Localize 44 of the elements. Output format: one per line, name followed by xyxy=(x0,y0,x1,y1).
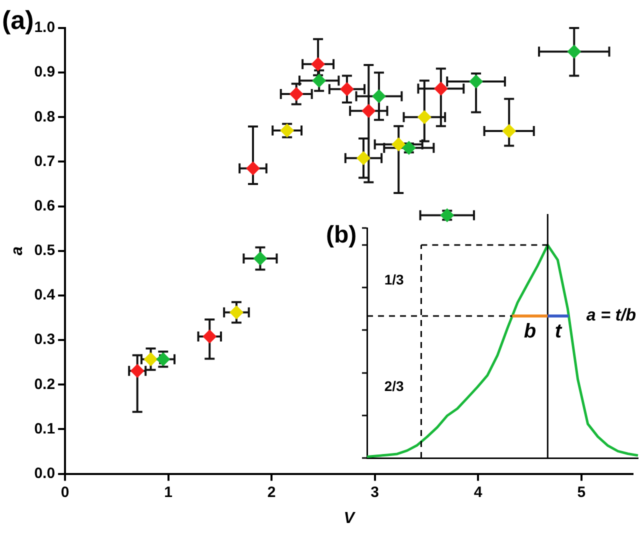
x-tick-label: 1 xyxy=(164,484,172,501)
y-tick-label: 0.0 xyxy=(34,464,56,482)
y-tick-label: 0.4 xyxy=(34,286,56,304)
point xyxy=(567,44,582,59)
annotation: 1/3 xyxy=(384,271,404,288)
point xyxy=(362,104,376,118)
point xyxy=(311,57,326,72)
point xyxy=(253,251,268,266)
y-tick-label: 1.0 xyxy=(34,19,56,36)
x-tick-label: 0 xyxy=(60,484,70,501)
point xyxy=(144,352,158,366)
y-axis-title: a xyxy=(9,246,26,256)
text: (a) xyxy=(2,5,34,36)
y-tick-label: 0.2 xyxy=(34,376,56,393)
x-tick-label: 4 xyxy=(474,484,483,501)
point xyxy=(434,82,448,96)
point xyxy=(392,137,406,152)
point xyxy=(229,305,244,320)
point xyxy=(289,86,304,101)
point xyxy=(202,329,217,344)
x-tick-label: 2 xyxy=(267,484,276,501)
annotation: (b) xyxy=(326,222,357,249)
point xyxy=(469,74,484,88)
annotation: b xyxy=(524,320,536,343)
point xyxy=(340,82,354,96)
point xyxy=(502,124,516,138)
y-tick-label: 0.3 xyxy=(34,331,56,348)
x-tick-label: 5 xyxy=(577,484,586,501)
annotation: 2/3 xyxy=(384,378,404,394)
point xyxy=(372,89,386,104)
x-tick-label: 3 xyxy=(370,484,380,501)
y-tick-label: 0.6 xyxy=(34,197,56,214)
point xyxy=(356,151,370,166)
y-tick-label: 0.5 xyxy=(34,242,56,260)
y-tick-label: 0.7 xyxy=(34,152,56,170)
point xyxy=(246,161,260,176)
y-tick-label: 0.1 xyxy=(34,420,56,438)
annotation: t xyxy=(554,320,563,343)
point xyxy=(417,110,432,124)
annotation: a = t/b xyxy=(586,306,636,325)
y-tick-label: 0.8 xyxy=(34,108,56,126)
point xyxy=(312,74,326,88)
y-tick-label: 0.9 xyxy=(34,64,56,81)
x-axis-title: V xyxy=(344,510,356,527)
